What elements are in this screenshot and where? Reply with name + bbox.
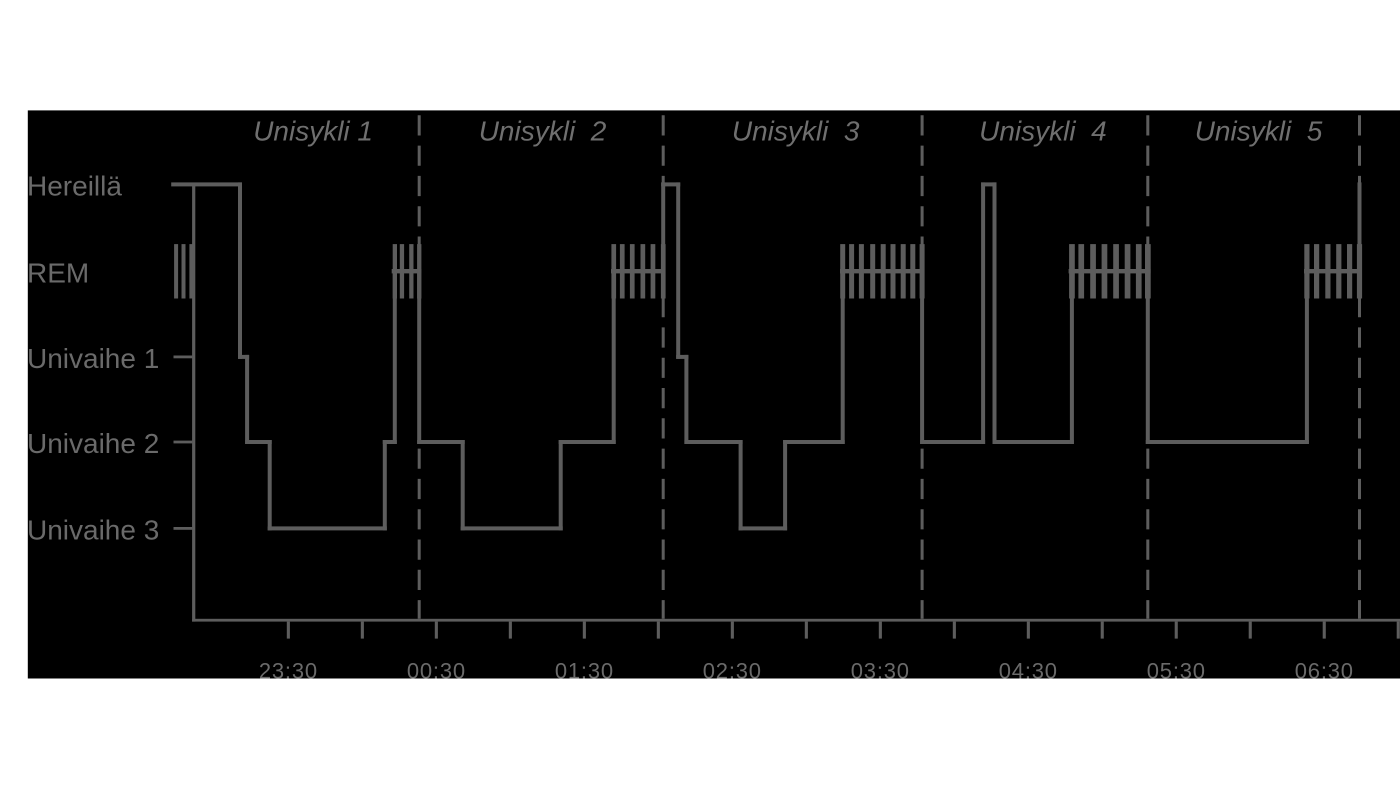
svg-text:02:30: 02:30 [703, 658, 762, 683]
svg-text:Univaihe 1: Univaihe 1 [27, 343, 159, 374]
svg-text:Univaihe 3: Univaihe 3 [27, 515, 159, 546]
svg-text:Hereillä: Hereillä [27, 171, 122, 202]
svg-text:00:30: 00:30 [407, 658, 466, 683]
svg-text:03:30: 03:30 [851, 658, 910, 683]
svg-text:23:30: 23:30 [259, 658, 318, 683]
svg-text:REM: REM [27, 257, 89, 288]
svg-text:Unisykli 4: Unisykli 4 [979, 115, 1107, 146]
svg-text:Unisykli 3: Unisykli 3 [732, 115, 860, 146]
svg-text:Unisykli 2: Unisykli 2 [479, 115, 607, 146]
svg-text:Unisykli 1: Unisykli 1 [253, 115, 373, 146]
svg-text:01:30: 01:30 [555, 658, 614, 683]
svg-text:04:30: 04:30 [999, 658, 1058, 683]
svg-text:Unisykli 5: Unisykli 5 [1195, 115, 1323, 146]
svg-text:Univaihe 2: Univaihe 2 [27, 428, 159, 459]
svg-text:06:30: 06:30 [1295, 658, 1354, 683]
svg-text:05:30: 05:30 [1147, 658, 1206, 683]
